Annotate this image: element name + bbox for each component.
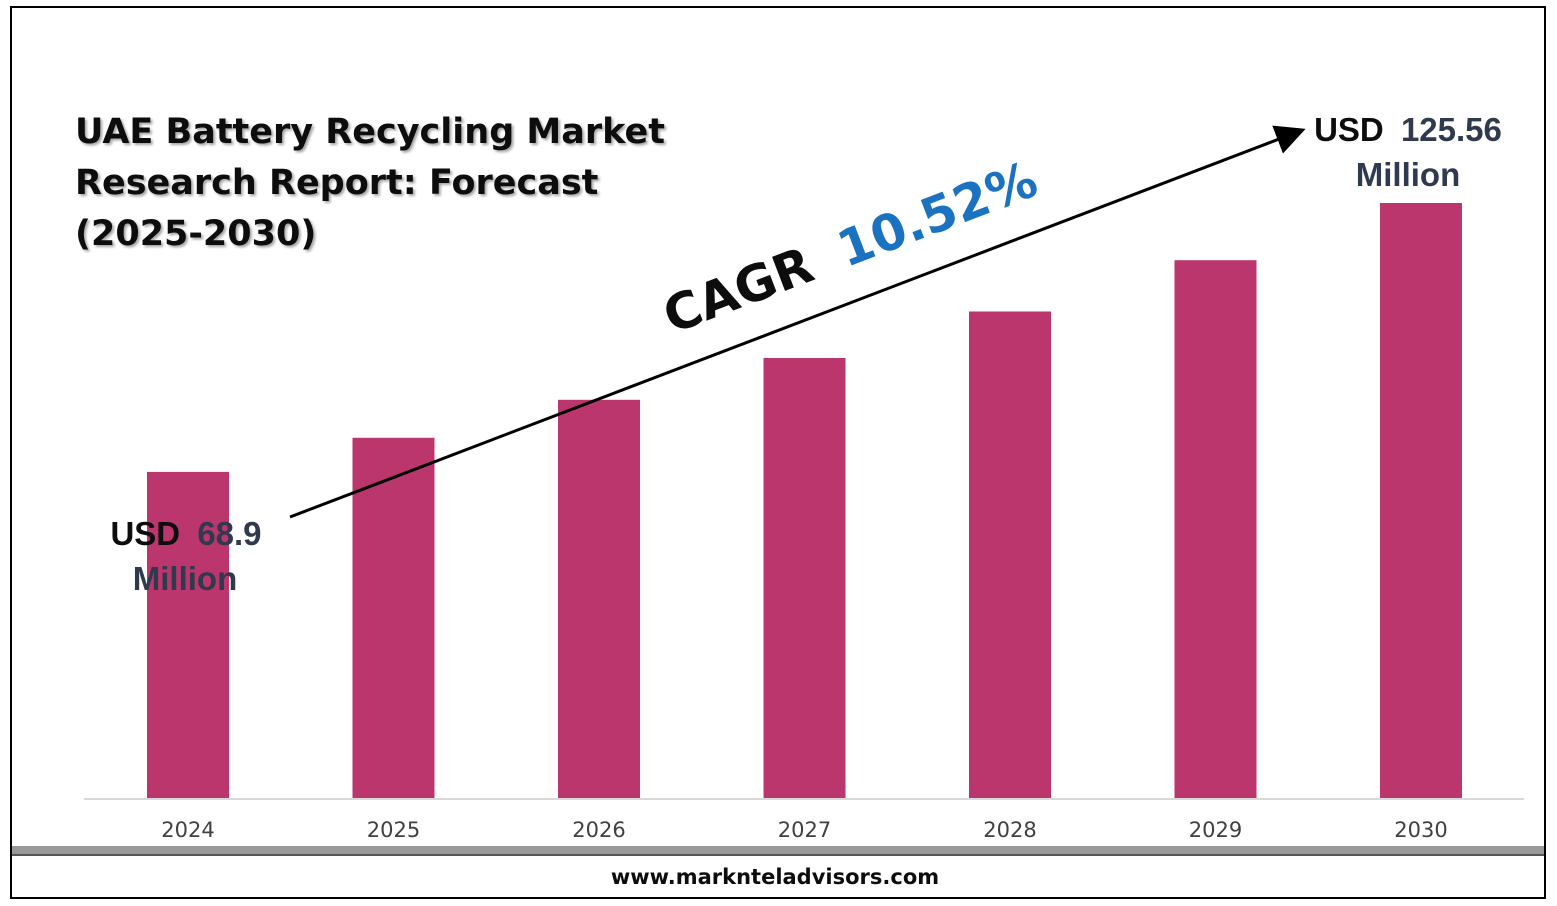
bar-2029 (1174, 260, 1257, 799)
cagr-value: 10.52% (830, 150, 1045, 278)
x-axis-tick-labels: 2024 2025 2026 2027 2028 2029 2030 (161, 818, 1447, 842)
cagr-label: CAGR (656, 236, 821, 345)
end-value-annotation: USD 125.56 Million (1314, 111, 1502, 193)
end-label-value: 125.56 (1401, 111, 1502, 148)
footer-divider-shadow (12, 854, 1544, 856)
x-tick-label-2025: 2025 (367, 818, 420, 842)
bar-series (147, 203, 1462, 799)
chart-title: UAE Battery Recycling Market Research Re… (75, 112, 665, 254)
x-tick-label-2024: 2024 (161, 818, 214, 842)
start-label-value: 68.9 (197, 515, 261, 552)
cagr-arrow (289, 125, 1306, 519)
x-tick-label-2030: 2030 (1394, 818, 1447, 842)
x-tick-label-2026: 2026 (572, 818, 625, 842)
end-label-prefix: USD (1314, 111, 1384, 148)
footer-website: www.marknteladvisors.com (611, 865, 939, 889)
end-label-unit: Million (1356, 156, 1460, 193)
bar-2025 (352, 437, 435, 799)
title-line-2: Research Report: Forecast (75, 163, 598, 203)
title-line-3: (2025-2030) (75, 214, 316, 254)
svg-text:USD 68.9: USD 68.9 (110, 515, 261, 552)
bar-2026 (558, 399, 640, 799)
bar-2028 (969, 311, 1051, 799)
x-tick-label-2028: 2028 (983, 818, 1036, 842)
svg-text:USD 125.56: USD 125.56 (1314, 111, 1502, 148)
bar-2030 (1380, 203, 1462, 799)
footer-divider (12, 846, 1544, 854)
x-tick-label-2029: 2029 (1189, 818, 1242, 842)
title-line-1: UAE Battery Recycling Market (75, 112, 665, 152)
x-tick-label-2027: 2027 (778, 818, 831, 842)
bar-2027 (763, 358, 846, 799)
start-value-annotation: USD 68.9 Million (110, 515, 261, 597)
bar-2024 (147, 471, 229, 799)
start-label-unit: Million (133, 560, 237, 597)
start-label-prefix: USD (110, 515, 180, 552)
